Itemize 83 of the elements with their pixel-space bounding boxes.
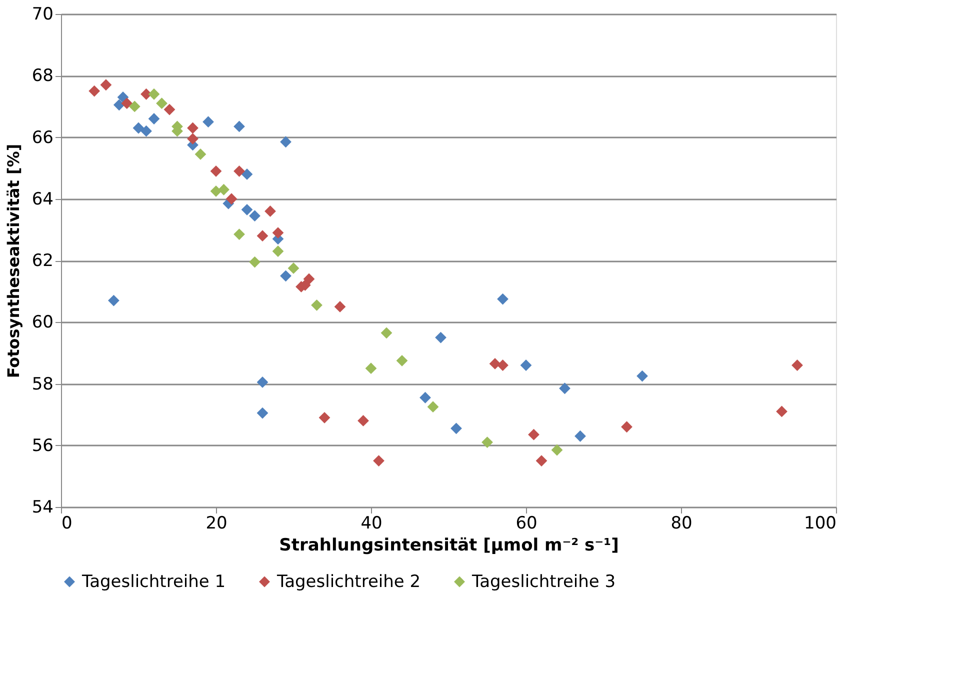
point <box>187 122 198 134</box>
point <box>194 148 206 160</box>
point <box>249 210 260 222</box>
point <box>218 184 230 196</box>
point <box>497 360 508 371</box>
point <box>241 204 253 216</box>
point <box>100 79 112 91</box>
point <box>280 270 292 282</box>
y-tick-label: 70 <box>32 4 54 24</box>
point <box>272 246 284 257</box>
x-tick-label: 60 <box>516 514 538 534</box>
point <box>140 125 152 137</box>
point <box>280 136 292 148</box>
point <box>187 133 198 144</box>
point <box>520 360 532 371</box>
point <box>311 299 322 311</box>
point <box>132 122 144 134</box>
point <box>234 165 245 177</box>
point <box>334 301 346 312</box>
y-tick-label: 58 <box>32 374 54 394</box>
point <box>226 193 238 205</box>
point <box>574 430 586 442</box>
point <box>636 370 648 382</box>
x-tick-label: 80 <box>670 514 692 534</box>
y-tick-label: 62 <box>32 251 54 271</box>
point <box>288 262 300 274</box>
point <box>117 91 129 103</box>
point <box>113 99 125 111</box>
point <box>551 444 563 456</box>
point <box>303 273 315 285</box>
point <box>210 185 222 197</box>
point <box>234 120 245 132</box>
point <box>365 362 377 374</box>
point <box>318 412 330 424</box>
point <box>358 415 369 426</box>
y-tick-label: 54 <box>32 498 54 518</box>
point <box>202 116 214 128</box>
point <box>256 376 268 388</box>
point <box>156 98 168 110</box>
y-tick-label: 60 <box>32 312 54 333</box>
legend-label: Tageslichtreihe 1 <box>81 572 226 592</box>
legend-label: Tageslichtreihe 3 <box>471 572 616 592</box>
point <box>234 228 245 240</box>
point <box>256 230 268 242</box>
point <box>621 421 632 433</box>
x-tick-label: 40 <box>360 514 382 534</box>
y-tick-label: 56 <box>32 436 54 456</box>
point <box>528 428 540 440</box>
point <box>148 88 160 100</box>
x-tick-label: 100 <box>804 514 836 534</box>
point <box>497 293 508 305</box>
y-tick-label: 66 <box>32 128 54 148</box>
point <box>256 407 268 419</box>
point <box>264 206 276 217</box>
x-axis-title: Strahlungsintensität [µmol m⁻² s⁻¹] <box>279 536 619 556</box>
point <box>420 392 431 404</box>
point <box>249 256 260 268</box>
point <box>792 360 803 371</box>
x-tick-label: 0 <box>62 514 72 534</box>
point <box>435 332 446 344</box>
point <box>128 100 140 112</box>
point <box>121 98 133 110</box>
point <box>536 455 548 466</box>
y-axis-title: Fotosyntheseaktivität [%] <box>4 144 23 378</box>
point <box>776 406 788 418</box>
point <box>559 382 570 394</box>
point <box>482 436 493 448</box>
point <box>427 401 439 413</box>
y-tick-label: 68 <box>32 66 54 86</box>
point <box>272 227 284 238</box>
point <box>396 354 408 366</box>
point <box>164 104 176 116</box>
point <box>88 85 100 97</box>
point <box>108 294 120 306</box>
y-tick-label: 64 <box>32 189 54 210</box>
point <box>148 113 160 124</box>
point <box>450 422 462 434</box>
x-tick-label: 20 <box>206 514 228 534</box>
point <box>380 327 392 339</box>
point <box>210 165 222 177</box>
point <box>241 168 253 180</box>
point <box>373 455 384 466</box>
legend-label: Tageslichtreihe 2 <box>276 572 421 592</box>
